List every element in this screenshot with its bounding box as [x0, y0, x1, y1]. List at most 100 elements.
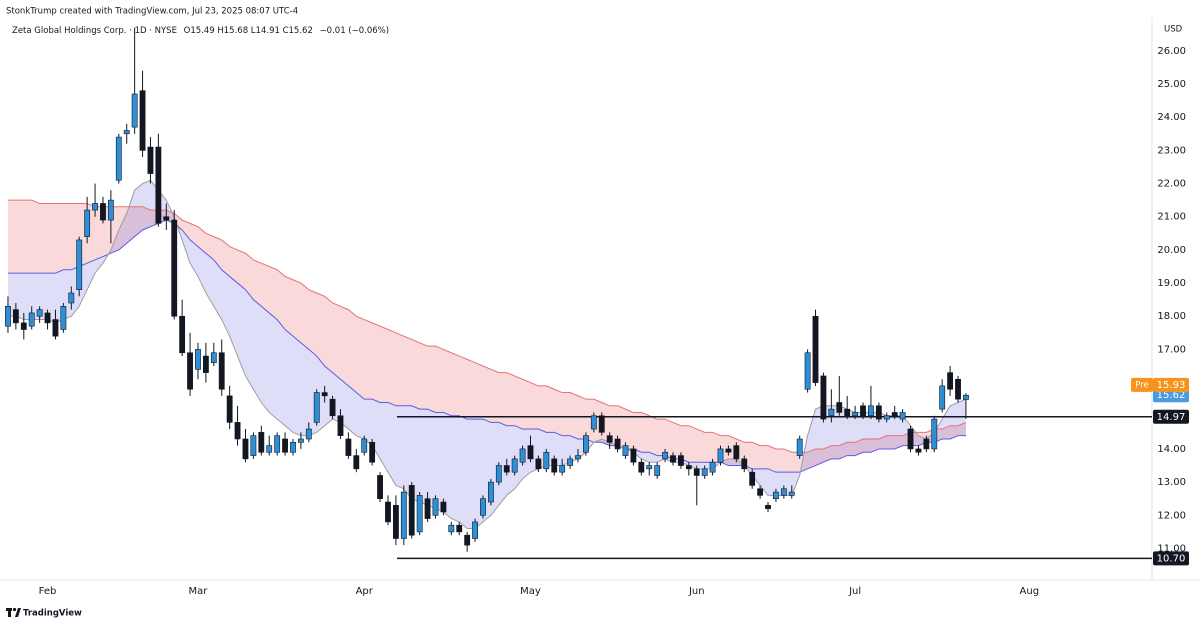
- candle-body: [250, 435, 257, 456]
- x-tick-label: Feb: [39, 586, 57, 597]
- candle-body: [84, 209, 91, 237]
- candle-body: [630, 448, 637, 463]
- candle-body: [939, 385, 946, 410]
- candle-body: [551, 458, 558, 473]
- candle-body: [812, 315, 819, 383]
- ribbon-fill: [7, 200, 966, 473]
- candle-body: [606, 435, 613, 443]
- candle-body: [472, 521, 478, 539]
- legend-ohlc: O15.49 H15.68 L14.91 C15.62: [184, 26, 313, 36]
- candle-body: [741, 458, 748, 470]
- candle-body: [464, 534, 471, 546]
- y-tick-label: 20.00: [1157, 245, 1186, 256]
- premarket-tag: 15.93: [1157, 380, 1186, 391]
- y-tick-label: 26.00: [1157, 46, 1186, 57]
- candle-body: [329, 398, 336, 417]
- candle-body: [788, 491, 795, 496]
- level-tag-bg: [1153, 409, 1189, 424]
- y-tick-label: 17.00: [1157, 344, 1186, 355]
- candle-body: [875, 405, 882, 420]
- candle-body: [590, 415, 597, 430]
- candle-body: [92, 203, 98, 211]
- y-tick-label: 21.00: [1157, 212, 1186, 223]
- candle-body: [583, 435, 589, 453]
- candle-body: [701, 468, 708, 476]
- level-tag: 10.70: [1157, 553, 1186, 564]
- candle-body: [385, 501, 391, 523]
- candle-body: [123, 130, 130, 135]
- currency: USD: [1164, 25, 1183, 35]
- candle-body: [860, 405, 866, 417]
- candle-body: [963, 394, 969, 400]
- candle-body: [654, 465, 661, 476]
- legend-symbol: Zeta Global Holdings Corp. · 1D · NYSE: [12, 26, 177, 36]
- candle-body: [907, 428, 914, 450]
- candle-body: [400, 491, 407, 539]
- candle-body: [646, 465, 653, 470]
- candle-body: [305, 428, 312, 440]
- candle-body: [266, 445, 273, 453]
- candle-body: [511, 458, 518, 473]
- candle-body: [68, 292, 75, 304]
- plot-area: [5, 27, 1152, 560]
- y-tick-label: 12.00: [1157, 510, 1186, 521]
- candle-body: [796, 438, 803, 456]
- x-tick-label: Jul: [848, 586, 861, 597]
- candle-body: [955, 378, 961, 400]
- candle-body: [717, 448, 724, 463]
- candle-body: [685, 465, 692, 470]
- candle-body: [392, 505, 399, 539]
- candle-body: [36, 309, 43, 317]
- header: StonkTrump created with TradingView.com,…: [6, 7, 298, 17]
- candle-body: [614, 438, 621, 450]
- candle-body: [765, 505, 771, 509]
- candle-body: [100, 203, 106, 221]
- candle-body: [448, 524, 455, 533]
- candle-body: [543, 451, 550, 470]
- footer-logo: [6, 607, 21, 617]
- candle-body: [670, 455, 676, 463]
- candle-body: [662, 451, 669, 460]
- candle-body: [234, 422, 241, 440]
- x-tick-label: May: [520, 586, 541, 597]
- candle-body: [868, 405, 874, 417]
- candle-body: [733, 445, 740, 460]
- candle-body: [107, 199, 114, 221]
- footer: TradingView: [23, 609, 82, 619]
- candle-body: [131, 93, 138, 128]
- candle-body: [424, 498, 431, 519]
- logo-part: [15, 608, 21, 617]
- candle-body: [709, 461, 716, 473]
- y-tick-label: 11.00: [1157, 543, 1186, 554]
- candle-body: [725, 448, 732, 453]
- y-tick-label: 13.00: [1157, 477, 1186, 488]
- ribbon-line: [7, 219, 966, 473]
- candle-body: [242, 438, 249, 460]
- y-tick-label: 22.00: [1157, 179, 1186, 190]
- candle-body: [377, 475, 383, 499]
- candle-body: [274, 435, 281, 453]
- candle-body: [693, 468, 700, 476]
- logo-part: [12, 607, 17, 612]
- candle-body: [163, 216, 170, 221]
- legend-change: −0.01 (−0.06%): [320, 26, 390, 36]
- candle-body: [773, 491, 779, 499]
- candle-body: [678, 455, 684, 466]
- candle-body: [202, 355, 209, 373]
- candle-body: [495, 465, 502, 483]
- candle-body: [567, 458, 573, 466]
- candle-body: [440, 501, 447, 513]
- candle-body: [480, 498, 486, 516]
- y-tick-label: 14.00: [1157, 444, 1186, 455]
- candle-body: [147, 146, 154, 174]
- x-tick-label: Mar: [189, 586, 209, 597]
- candle-body: [218, 352, 225, 390]
- candle-body: [432, 498, 439, 516]
- candle-body: [883, 415, 890, 420]
- candle-body: [915, 448, 922, 453]
- candle-body: [28, 312, 35, 327]
- candle-body: [226, 395, 233, 423]
- candle-body: [519, 448, 526, 463]
